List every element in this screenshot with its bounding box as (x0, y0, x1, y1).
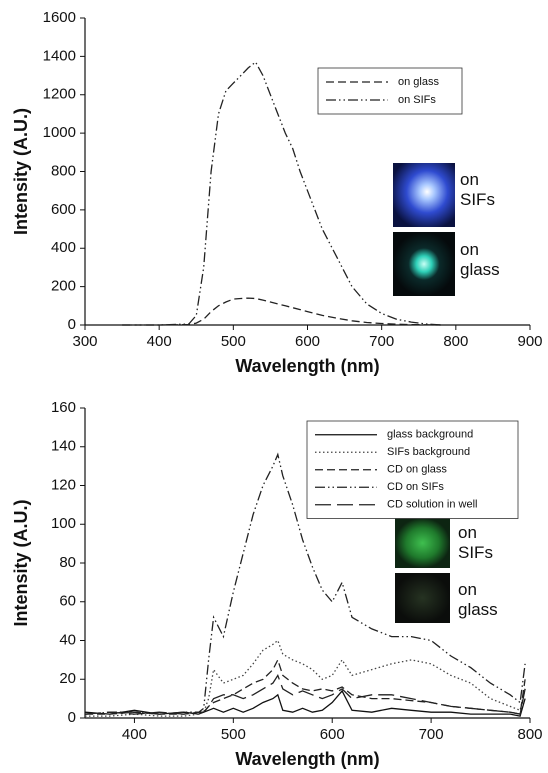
x-axis-title: Wavelength (nm) (235, 749, 379, 769)
y-tick-label: 0 (68, 316, 76, 333)
y-tick-label: 800 (51, 162, 76, 179)
y-tick-label: 40 (59, 631, 76, 648)
y-tick-label: 1400 (43, 47, 76, 64)
x-axis-title: Wavelength (nm) (235, 356, 379, 376)
x-tick-label: 400 (147, 333, 172, 350)
y-axis-title: Intensity (A.U.) (11, 499, 31, 626)
inset-label: on SIFs (460, 170, 495, 209)
legend-label: on SIFs (398, 94, 436, 106)
x-tick-label: 800 (517, 726, 542, 743)
y-tick-label: 1000 (43, 124, 76, 141)
legend-label: on glass (398, 76, 439, 88)
x-tick-label: 600 (320, 726, 345, 743)
data-line (84, 452, 526, 715)
y-tick-label: 100 (51, 515, 76, 532)
x-tick-label: 300 (72, 333, 97, 350)
x-tick-label: 500 (221, 726, 246, 743)
legend-label: CD on glass (387, 464, 447, 476)
y-axis-title: Intensity (A.U.) (11, 108, 31, 235)
data-line (122, 61, 442, 326)
y-tick-label: 60 (59, 593, 76, 610)
x-tick-label: 500 (221, 333, 246, 350)
legend-label: CD solution in well (387, 499, 477, 511)
legend-label: CD on SIFs (387, 481, 444, 493)
data-line (85, 639, 526, 717)
inset-image (395, 573, 450, 623)
y-tick-label: 120 (51, 476, 76, 493)
x-tick-label: 800 (443, 333, 468, 350)
y-tick-label: 400 (51, 239, 76, 256)
data-line (84, 673, 526, 715)
data-line (122, 297, 442, 326)
legend-box (317, 67, 463, 115)
x-tick-label: 400 (122, 726, 147, 743)
x-tick-label: 700 (369, 333, 394, 350)
y-tick-label: 80 (59, 554, 76, 571)
y-tick-label: 140 (51, 438, 76, 455)
inset-label: on glass (460, 240, 500, 279)
inset-image (393, 163, 455, 227)
data-line (85, 658, 526, 715)
y-tick-label: 1200 (43, 86, 76, 103)
legend-label: glass background (387, 429, 473, 441)
y-tick-label: 200 (51, 278, 76, 295)
inset-label: on SIFs (458, 523, 493, 562)
y-tick-label: 600 (51, 201, 76, 218)
x-tick-label: 700 (419, 726, 444, 743)
y-tick-label: 20 (59, 670, 76, 687)
y-tick-label: 1600 (43, 9, 76, 26)
inset-label: on glass (458, 580, 498, 619)
x-tick-label: 600 (295, 333, 320, 350)
inset-image (393, 232, 455, 296)
legend-label: SIFs background (387, 446, 470, 458)
inset-image (395, 518, 450, 568)
y-tick-label: 160 (51, 399, 76, 416)
y-tick-label: 0 (68, 709, 76, 726)
x-tick-label: 900 (517, 333, 542, 350)
